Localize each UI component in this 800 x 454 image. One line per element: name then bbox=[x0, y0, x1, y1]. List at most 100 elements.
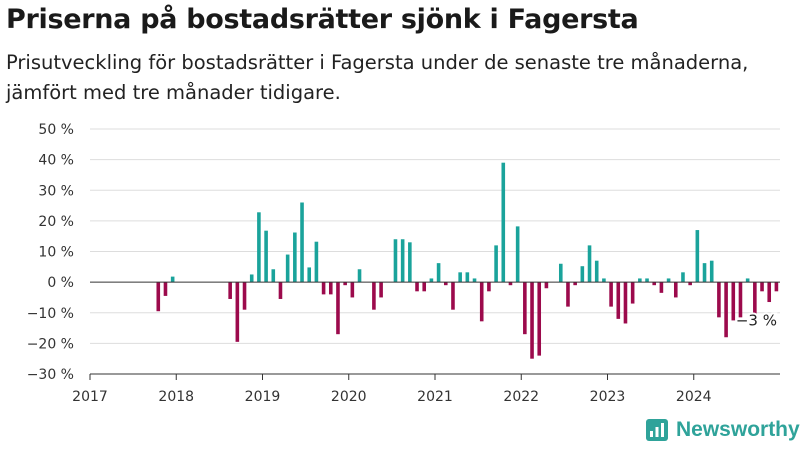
brand: Newsworthy bbox=[646, 418, 800, 442]
x-tick-label: 2023 bbox=[590, 389, 626, 405]
y-tick-label: −30 % bbox=[27, 367, 74, 383]
bar bbox=[293, 232, 297, 283]
bar bbox=[235, 282, 240, 342]
x-tick-label: 2017 bbox=[72, 389, 108, 405]
bar bbox=[163, 282, 168, 296]
bar bbox=[702, 263, 707, 283]
bar bbox=[479, 282, 484, 322]
y-tick-label: −10 % bbox=[27, 306, 74, 322]
bar bbox=[566, 282, 570, 307]
bar bbox=[328, 282, 333, 295]
bar bbox=[343, 282, 347, 286]
bar bbox=[645, 278, 649, 283]
bar bbox=[673, 282, 678, 298]
newsworthy-logo-icon bbox=[646, 419, 668, 441]
bar bbox=[278, 282, 283, 299]
bar bbox=[709, 260, 714, 283]
bar bbox=[544, 282, 549, 289]
bar bbox=[408, 242, 412, 283]
bar bbox=[372, 282, 376, 310]
bar bbox=[753, 282, 757, 316]
bar bbox=[580, 266, 585, 283]
bar bbox=[501, 162, 506, 283]
bar bbox=[487, 282, 491, 292]
bar bbox=[264, 230, 268, 283]
bar bbox=[652, 282, 657, 286]
bar bbox=[415, 282, 419, 292]
x-tick-label: 2020 bbox=[331, 389, 367, 405]
bar bbox=[594, 260, 599, 283]
bar bbox=[458, 272, 462, 283]
bar bbox=[422, 282, 427, 292]
chart-title: Priserna på bostadsrätter sjönk i Fagers… bbox=[6, 4, 639, 35]
bar bbox=[573, 282, 577, 286]
bar bbox=[242, 282, 247, 310]
x-tick-label: 2018 bbox=[158, 389, 194, 405]
data-label-latest: −3 % bbox=[736, 311, 777, 329]
bar bbox=[379, 282, 383, 298]
bars bbox=[156, 162, 779, 359]
bar bbox=[530, 282, 534, 359]
bar bbox=[717, 282, 721, 318]
bar bbox=[774, 282, 779, 292]
bar bbox=[659, 282, 664, 293]
bar bbox=[724, 282, 728, 338]
bar bbox=[695, 230, 700, 283]
bar bbox=[336, 282, 340, 335]
y-tick-label: 40 % bbox=[38, 153, 74, 169]
bar bbox=[350, 282, 355, 298]
y-tick-label: 30 % bbox=[38, 183, 74, 199]
bar bbox=[609, 282, 613, 307]
bar bbox=[587, 245, 592, 283]
bar bbox=[300, 202, 304, 283]
bar bbox=[357, 269, 362, 283]
y-axis-ticks: −30 % −20 % −10 % 0 % 10 % 20 % 30 % 40 % 50 % bbox=[27, 122, 74, 383]
bar bbox=[314, 241, 319, 283]
bar bbox=[666, 278, 671, 283]
bar bbox=[523, 282, 527, 335]
annotations: −3 % bbox=[734, 309, 779, 331]
bar bbox=[400, 239, 405, 283]
x-axis: 2017 2018 2019 2020 2021 2022 2023 2024 bbox=[72, 281, 780, 405]
y-tick-label: −20 % bbox=[27, 336, 74, 352]
bar bbox=[472, 278, 477, 283]
bar bbox=[745, 278, 750, 283]
y-tick-label: 50 % bbox=[38, 122, 74, 138]
bar bbox=[436, 263, 441, 283]
chart-subtitle: Prisutveckling för bostadsrätter i Fager… bbox=[6, 51, 749, 104]
bar bbox=[638, 278, 642, 283]
bar bbox=[616, 282, 621, 319]
bar bbox=[249, 274, 254, 283]
bar bbox=[623, 282, 628, 324]
bar bbox=[393, 239, 398, 283]
bar bbox=[515, 226, 520, 283]
bar bbox=[170, 276, 175, 283]
bar bbox=[228, 282, 232, 299]
x-tick-label: 2019 bbox=[245, 389, 281, 405]
bar bbox=[465, 272, 470, 283]
bar bbox=[271, 269, 276, 283]
y-tick-label: 20 % bbox=[38, 214, 74, 230]
x-tick-label: 2024 bbox=[676, 389, 712, 405]
y-tick-label: 0 % bbox=[47, 275, 74, 291]
bar bbox=[760, 282, 764, 292]
x-tick-label: 2021 bbox=[417, 389, 453, 405]
bar bbox=[307, 267, 312, 283]
bar bbox=[156, 282, 161, 312]
bar bbox=[558, 263, 563, 283]
bar bbox=[731, 282, 736, 321]
bar bbox=[508, 282, 513, 286]
gridlines bbox=[90, 128, 780, 375]
bar bbox=[630, 282, 635, 304]
bar bbox=[738, 282, 743, 318]
bar bbox=[767, 282, 772, 303]
bar bbox=[321, 282, 326, 295]
bar bbox=[451, 282, 455, 310]
bar bbox=[285, 254, 290, 283]
bar bbox=[443, 282, 448, 286]
bar bbox=[681, 272, 685, 283]
bar bbox=[688, 282, 692, 286]
bar bbox=[602, 278, 606, 283]
